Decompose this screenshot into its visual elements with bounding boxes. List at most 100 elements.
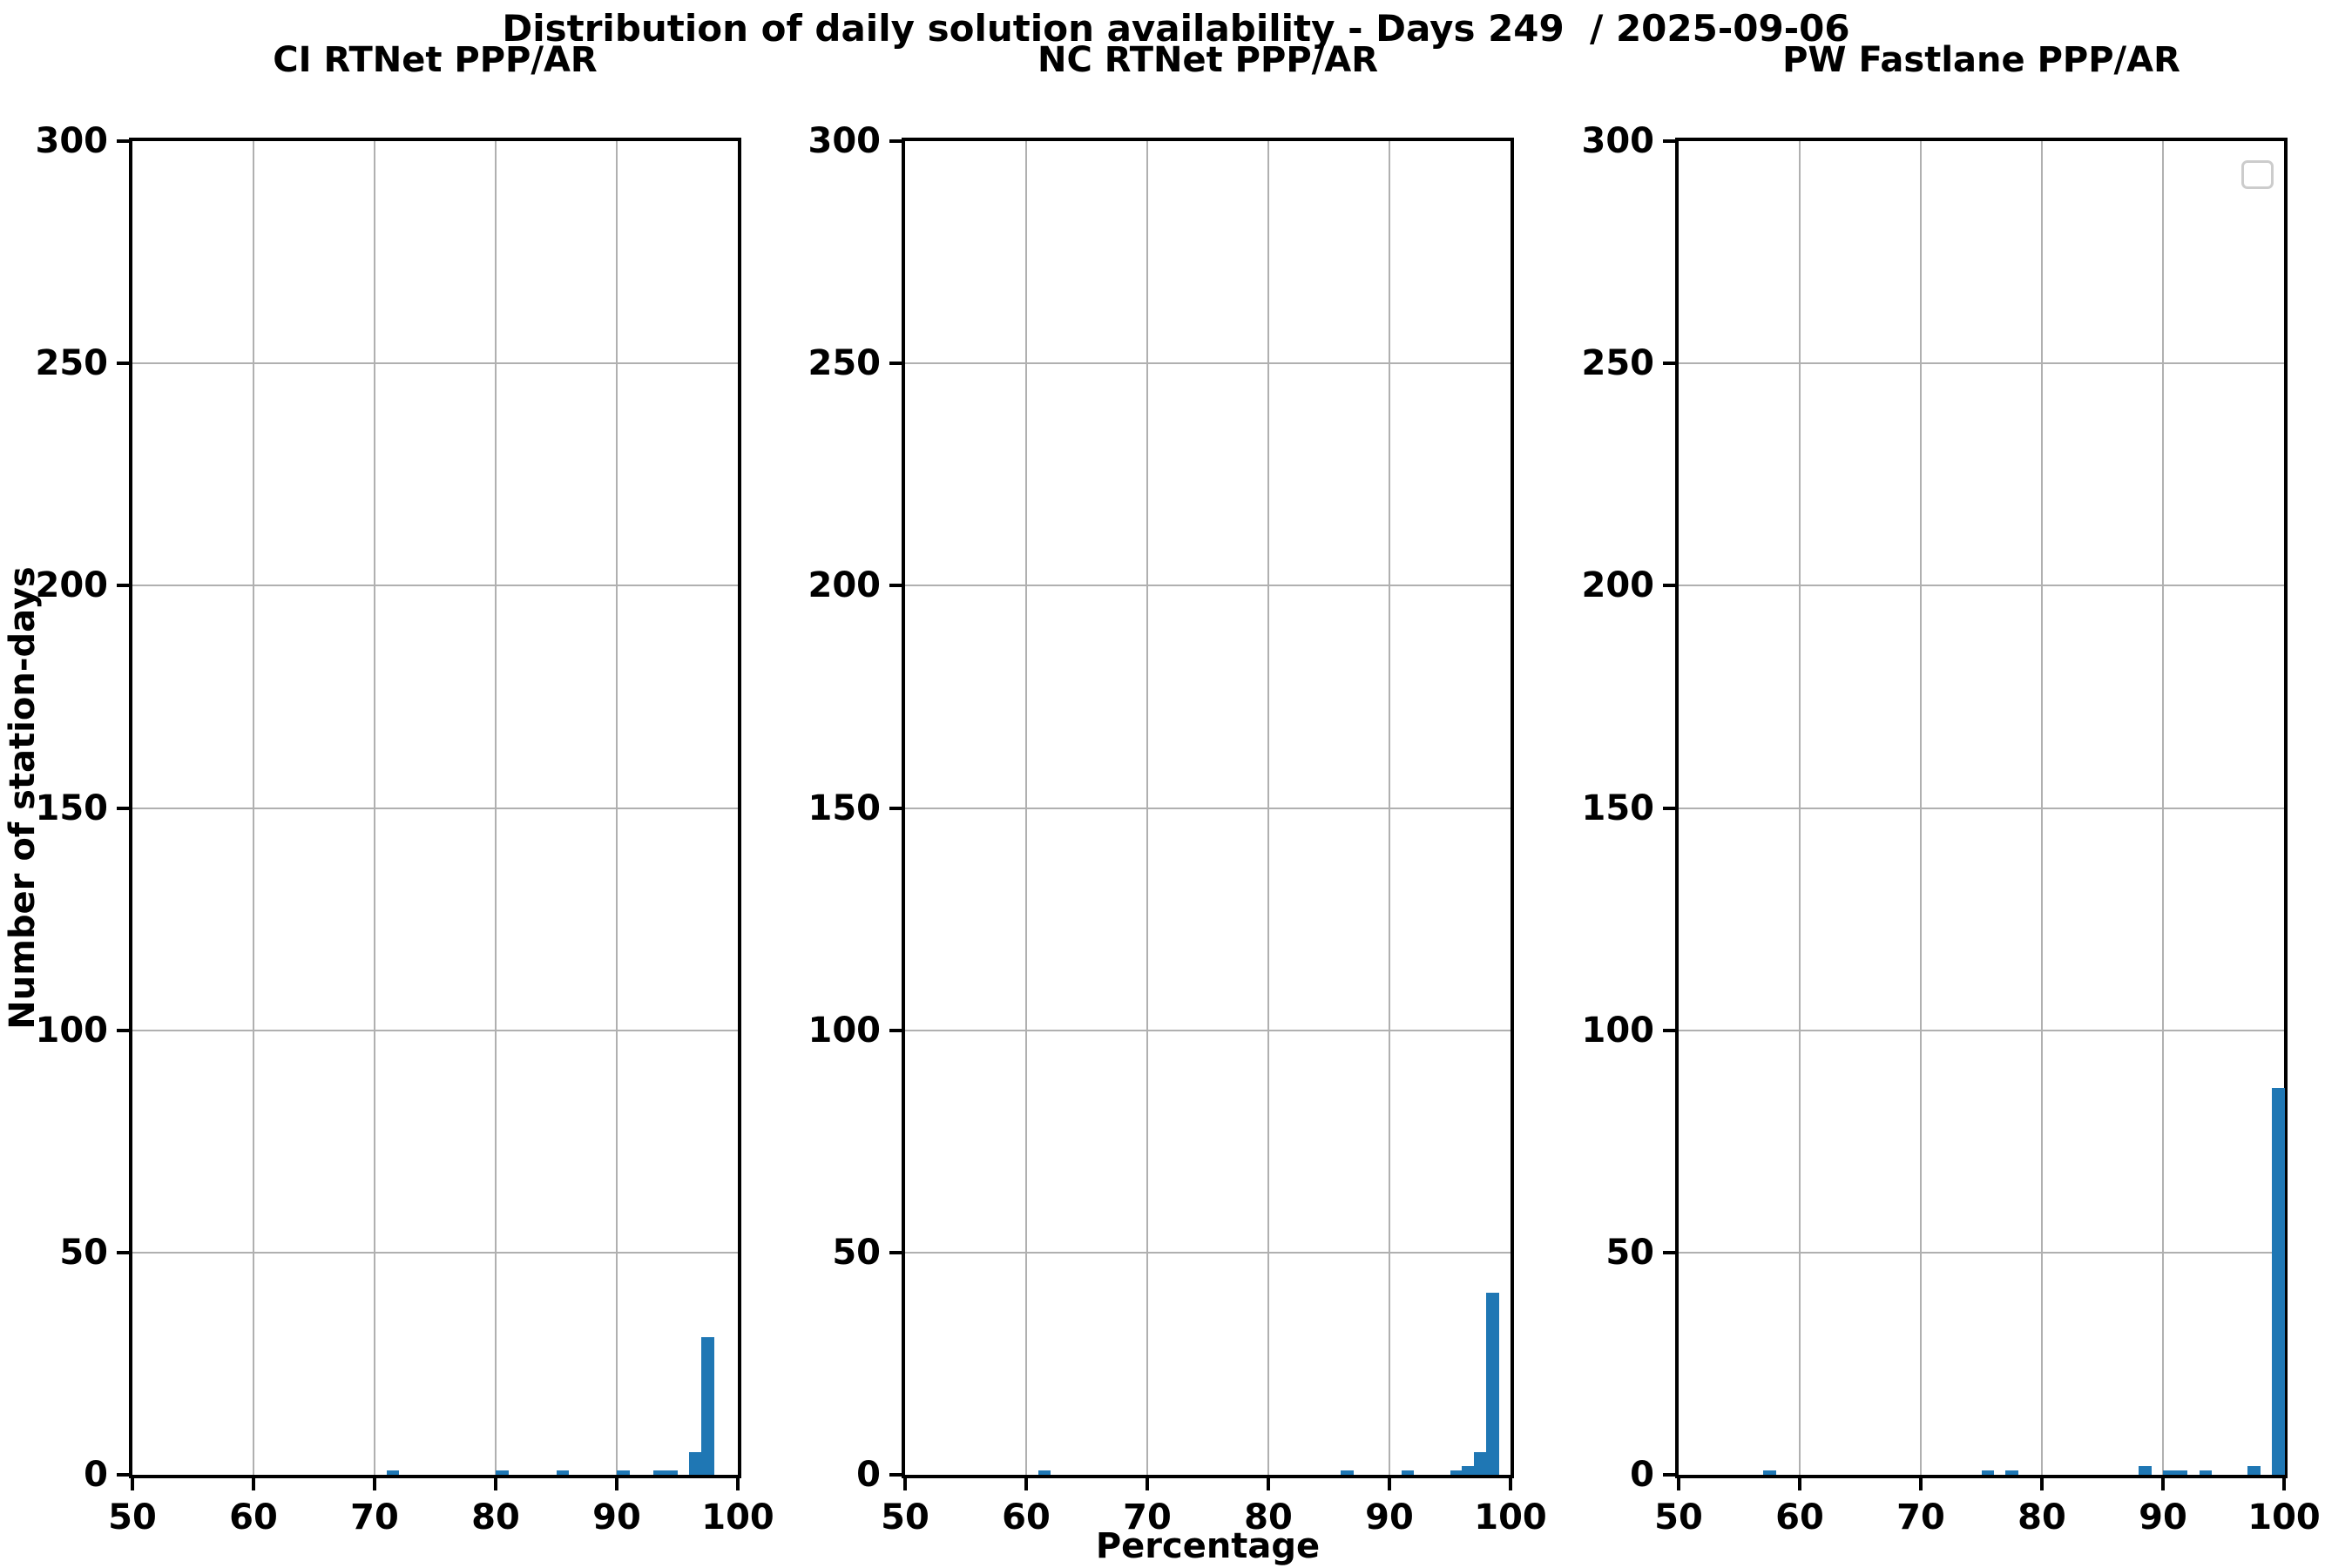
y-gridline <box>905 1029 1511 1031</box>
x-tick-label: 70 <box>1123 1497 1172 1538</box>
histogram-bar <box>2163 1470 2176 1475</box>
x-tick-label: 50 <box>108 1497 157 1538</box>
x-tick-label: 60 <box>1775 1497 1824 1538</box>
y-tick-label: 250 <box>1581 343 1655 384</box>
y-tick-mark <box>889 362 902 366</box>
plot-area-nc-rtnet: 50 60 70 80 90 100 300 250 200 150 100 50 0 <box>808 121 1547 1538</box>
y-tick-mark <box>889 584 902 588</box>
y-tick-label: 0 <box>1630 1455 1654 1495</box>
x-tick-label: 80 <box>471 1497 520 1538</box>
y-tick-mark <box>117 806 129 810</box>
y-gridline <box>905 807 1511 809</box>
y-tick-label: 100 <box>1581 1010 1655 1051</box>
y-tick-mark <box>117 1473 129 1477</box>
x-tick-label: 80 <box>2017 1497 2066 1538</box>
y-gridline <box>132 807 738 809</box>
histogram-bar <box>652 1470 666 1475</box>
x-tick-mark <box>1267 1478 1270 1490</box>
histogram-bar <box>1474 1452 1487 1475</box>
x-tick-label: 60 <box>229 1497 278 1538</box>
histogram-bar <box>2272 1088 2285 1475</box>
histogram-bar <box>1981 1470 1994 1475</box>
histogram-bar <box>617 1470 630 1475</box>
y-tick-label: 100 <box>35 1010 109 1051</box>
y-tick-label: 0 <box>856 1455 881 1495</box>
y-tick-mark <box>1663 362 1675 366</box>
y-tick-mark <box>117 139 129 143</box>
y-tick-label: 50 <box>1605 1232 1654 1273</box>
x-tick-mark <box>1388 1478 1391 1490</box>
y-tick-mark <box>117 584 129 588</box>
x-tick-mark <box>373 1478 376 1490</box>
y-tick-label: 250 <box>808 343 882 384</box>
y-tick-label: 0 <box>84 1455 108 1495</box>
x-tick-mark <box>736 1478 740 1490</box>
y-tick-mark <box>889 139 902 143</box>
y-tick-mark <box>1663 139 1675 143</box>
y-gridline <box>132 1029 738 1031</box>
x-tick-mark <box>1798 1478 1801 1490</box>
x-tick-mark <box>2282 1478 2286 1490</box>
y-tick-mark <box>1663 1250 1675 1254</box>
y-tick-label: 200 <box>1581 565 1655 606</box>
y-gridline <box>905 1251 1511 1254</box>
histogram-bar <box>1401 1470 1415 1475</box>
histogram-bar <box>386 1470 400 1475</box>
x-tick-label: 90 <box>2139 1497 2187 1538</box>
x-tick-label: 100 <box>701 1497 774 1538</box>
histogram-bar <box>496 1470 509 1475</box>
y-tick-label: 300 <box>35 121 109 161</box>
y-tick-label: 250 <box>35 343 109 384</box>
x-tick-label: 90 <box>1365 1497 1414 1538</box>
y-gridline <box>132 1251 738 1254</box>
histogram-bar <box>2199 1470 2213 1475</box>
histogram-bar <box>701 1336 714 1475</box>
histogram-bar <box>1450 1470 1463 1475</box>
subplot-title-ci-rtnet: CI RTNet PPP/AR <box>273 40 598 80</box>
y-tick-label: 50 <box>59 1232 108 1273</box>
x-tick-mark <box>2161 1478 2165 1490</box>
y-tick-mark <box>1663 1028 1675 1032</box>
y-gridline <box>132 362 738 365</box>
x-tick-mark <box>1024 1478 1028 1490</box>
y-tick-label: 150 <box>808 787 882 828</box>
histogram-bar <box>556 1470 569 1475</box>
y-gridline <box>1679 1251 2284 1254</box>
x-tick-mark <box>615 1478 618 1490</box>
subplot-title-nc-rtnet: NC RTNet PPP/AR <box>1037 40 1378 80</box>
x-tick-mark <box>494 1478 497 1490</box>
y-gridline <box>132 585 738 587</box>
x-tick-label: 50 <box>1654 1497 1703 1538</box>
x-tick-label: 70 <box>1896 1497 1945 1538</box>
histogram-bar <box>689 1452 702 1475</box>
y-tick-label: 150 <box>1581 787 1655 828</box>
y-tick-label: 150 <box>35 787 109 828</box>
y-tick-label: 200 <box>35 565 109 606</box>
y-tick-mark <box>889 1473 902 1477</box>
y-tick-mark <box>117 362 129 366</box>
x-tick-mark <box>2040 1478 2044 1490</box>
y-tick-mark <box>1663 584 1675 588</box>
y-tick-mark <box>1663 806 1675 810</box>
x-tick-label: 100 <box>2247 1497 2321 1538</box>
y-tick-mark <box>117 1250 129 1254</box>
histogram-bar <box>1486 1292 1499 1475</box>
histogram-bar <box>1037 1470 1051 1475</box>
x-axis-label: Percentage <box>1095 1526 1321 1566</box>
x-tick-label: 100 <box>1474 1497 1547 1538</box>
y-tick-label: 300 <box>1581 121 1655 161</box>
histogram-bar <box>2174 1470 2188 1475</box>
y-tick-label: 100 <box>808 1010 882 1051</box>
y-tick-mark <box>889 806 902 810</box>
y-tick-label: 300 <box>808 121 882 161</box>
x-tick-mark <box>1146 1478 1149 1490</box>
y-tick-mark <box>889 1250 902 1254</box>
x-tick-mark <box>131 1478 134 1490</box>
x-tick-mark <box>1677 1478 1680 1490</box>
y-tick-mark <box>1663 1473 1675 1477</box>
figure-title: Distribution of daily solution availabil… <box>502 7 1850 50</box>
x-tick-label: 90 <box>592 1497 641 1538</box>
histogram-bar <box>2247 1465 2261 1475</box>
x-tick-mark <box>252 1478 255 1490</box>
